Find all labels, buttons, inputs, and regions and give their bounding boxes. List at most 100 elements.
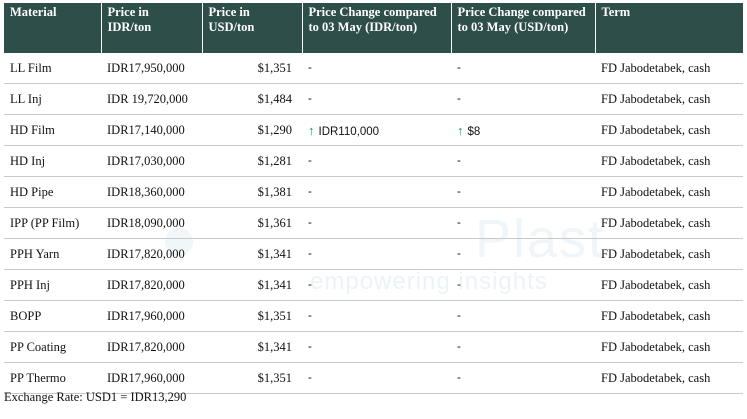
change-usd-cell: - xyxy=(451,176,595,208)
change-usd-cell-text: - xyxy=(457,93,461,105)
term-cell-text: FD Jabodetabek, cash xyxy=(601,122,711,137)
price-idr-cell: IDR17,960,000 xyxy=(101,300,202,332)
price-idr-cell-text: IDR17,950,000 xyxy=(107,60,185,75)
change-idr-cell: - xyxy=(302,269,451,301)
price-usd-cell-text: $1,351 xyxy=(257,308,292,323)
change-usd-cell: - xyxy=(451,331,595,363)
price-usd-cell: $1,361 xyxy=(202,207,302,239)
price-idr-cell: IDR17,140,000 xyxy=(101,114,202,146)
table-row: HD Inj IDR17,030,000 $1,281 - - FD Jabodetabe… xyxy=(4,145,743,177)
price-usd-cell: $1,351 xyxy=(202,362,302,394)
change-idr-cell-text: - xyxy=(308,93,312,105)
arrow-up-icon: ↑ xyxy=(308,122,315,138)
table-row: PPH Yarn IDR17,820,000 $1,341 - - FD Jabodeta… xyxy=(4,238,743,270)
change-idr-cell-text: - xyxy=(308,155,312,167)
change-usd-cell: - xyxy=(451,269,595,301)
table-row: PP Thermo IDR17,960,000 $1,351 - - FD Jabodet… xyxy=(4,362,743,394)
change-idr-cell: - xyxy=(302,83,451,115)
change-usd-cell-text: $8 xyxy=(467,125,481,138)
change-usd-cell-text: - xyxy=(457,62,461,74)
term-cell-text: FD Jabodetabek, cash xyxy=(601,277,711,292)
price-usd-cell-text: $1,351 xyxy=(257,60,292,75)
price-idr-cell: IDR17,960,000 xyxy=(101,362,202,394)
material-cell: IPP (PP Film) xyxy=(4,207,101,239)
material-cell: PP Coating xyxy=(4,331,101,363)
material-cell-text: LL Inj xyxy=(10,91,42,106)
header-material: Material xyxy=(4,3,102,53)
header-change-usd: Price Change compared to 03 May (USD/ton… xyxy=(451,3,596,53)
price-table: Material Price in IDR/ton Price in USD/t… xyxy=(4,3,743,394)
change-idr-cell: - xyxy=(302,300,451,332)
header-change-idr: Price Change compared to 03 May (IDR/ton… xyxy=(302,3,452,53)
change-usd-cell: - xyxy=(451,238,595,270)
change-usd-cell-text: - xyxy=(457,279,461,291)
term-cell: FD Jabodetabek, cash xyxy=(595,83,743,115)
price-usd-cell-text: $1,351 xyxy=(257,370,292,385)
price-idr-cell: IDR17,820,000 xyxy=(101,269,202,301)
change-idr-cell: - xyxy=(302,176,451,208)
change-usd-cell: - xyxy=(451,53,595,84)
price-idr-cell-text: IDR17,030,000 xyxy=(107,153,185,168)
header-price-idr: Price in IDR/ton xyxy=(101,3,203,53)
change-idr-cell: - xyxy=(302,207,451,239)
price-usd-cell-text: $1,381 xyxy=(257,184,292,199)
change-usd-cell: - xyxy=(451,362,595,394)
price-idr-cell: IDR17,950,000 xyxy=(101,53,202,84)
price-idr-cell-text: IDR17,820,000 xyxy=(107,246,185,261)
arrow-up-icon: ↑ xyxy=(457,122,464,138)
term-cell-text: FD Jabodetabek, cash xyxy=(601,215,711,230)
change-idr-cell-text: IDR110,000 xyxy=(318,125,380,138)
change-idr-cell: - xyxy=(302,145,451,177)
price-usd-cell-text: $1,281 xyxy=(257,153,292,168)
material-cell: PP Thermo xyxy=(4,362,101,394)
term-cell-text: FD Jabodetabek, cash xyxy=(601,153,711,168)
table-row: LL Film IDR17,950,000 $1,351 - - FD Jabodetab… xyxy=(4,53,743,84)
price-usd-cell: $1,341 xyxy=(202,238,302,270)
change-usd-cell-text: - xyxy=(457,155,461,167)
material-cell-text: PP Thermo xyxy=(10,370,66,385)
change-idr-cell-text: - xyxy=(308,186,312,198)
term-cell: FD Jabodetabek, cash xyxy=(595,331,743,363)
table-row: HD Pipe IDR18,360,000 $1,381 - - FD Jabodetab… xyxy=(4,176,743,208)
change-idr-cell: - xyxy=(302,331,451,363)
price-idr-cell-text: IDR17,820,000 xyxy=(107,277,185,292)
price-idr-cell: IDR18,360,000 xyxy=(101,176,202,208)
price-idr-cell-text: IDR 19,720,000 xyxy=(107,91,188,106)
term-cell: FD Jabodetabek, cash xyxy=(595,114,743,146)
exchange-rate-note: Exchange Rate: USD1 = IDR13,290 xyxy=(4,390,187,404)
table-row: IPP (PP Film) IDR18,090,000 $1,361 - - FD Jab… xyxy=(4,207,743,239)
change-usd-cell-text: - xyxy=(457,217,461,229)
change-idr-cell-text: - xyxy=(308,310,312,322)
term-cell: FD Jabodetabek, cash xyxy=(595,53,743,84)
price-idr-cell: IDR17,820,000 xyxy=(101,238,202,270)
term-cell-text: FD Jabodetabek, cash xyxy=(601,60,711,75)
price-usd-cell-text: $1,341 xyxy=(257,277,292,292)
change-idr-cell-text: - xyxy=(308,62,312,74)
change-idr-cell-text: - xyxy=(308,341,312,353)
table-row: LL Inj IDR 19,720,000 $1,484 - - FD Jabodetab… xyxy=(4,83,743,115)
price-usd-cell-text: $1,484 xyxy=(257,91,292,106)
header-price-usd: Price in USD/ton xyxy=(202,3,303,53)
price-idr-cell: IDR 19,720,000 xyxy=(101,83,202,115)
change-usd-cell-text: - xyxy=(457,372,461,384)
price-usd-cell-text: $1,290 xyxy=(257,122,292,137)
price-usd-cell-text: $1,341 xyxy=(257,339,292,354)
price-usd-cell-text: $1,341 xyxy=(257,246,292,261)
change-usd-cell: - xyxy=(451,83,595,115)
term-cell-text: FD Jabodetabek, cash xyxy=(601,308,711,323)
change-idr-cell-text: - xyxy=(308,217,312,229)
price-usd-cell: $1,281 xyxy=(202,145,302,177)
change-idr-cell: - xyxy=(302,238,451,270)
material-cell-text: HD Inj xyxy=(10,153,46,168)
material-cell-text: PPH Yarn xyxy=(10,246,60,261)
material-cell-text: PP Coating xyxy=(10,339,67,354)
change-idr-cell-text: - xyxy=(308,248,312,260)
price-idr-cell: IDR17,030,000 xyxy=(101,145,202,177)
change-usd-cell: - xyxy=(451,207,595,239)
material-cell: HD Film xyxy=(4,114,101,146)
change-usd-cell-text: - xyxy=(457,186,461,198)
term-cell: FD Jabodetabek, cash xyxy=(595,145,743,177)
price-usd-cell: $1,341 xyxy=(202,269,302,301)
change-usd-cell: - xyxy=(451,145,595,177)
term-cell: FD Jabodetabek, cash xyxy=(595,269,743,301)
